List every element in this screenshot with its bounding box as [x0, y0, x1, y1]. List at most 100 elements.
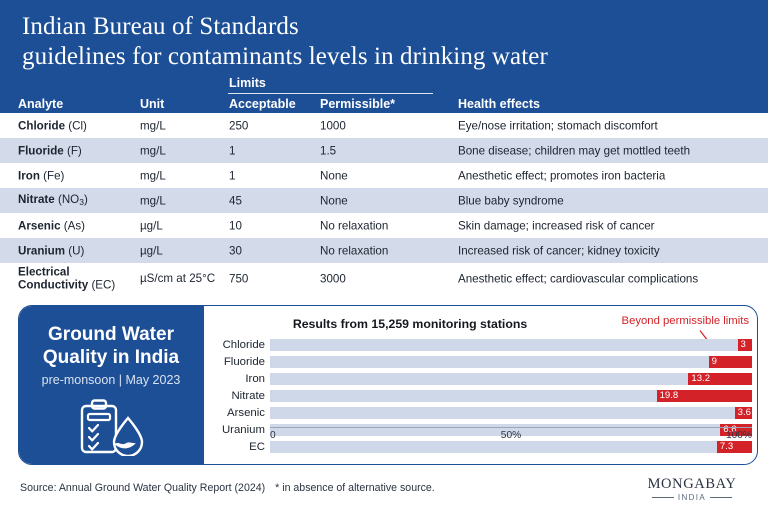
bar-row: EC 7.3	[205, 439, 757, 455]
bar-value: 7.3	[716, 441, 752, 453]
bar-row: Fluoride 9	[205, 354, 757, 370]
cell-unit: mg/L	[140, 194, 166, 207]
logo-sub-wrap: INDIA	[636, 493, 748, 502]
cell-permissible: 3000	[320, 272, 346, 286]
cell-permissible: 1000	[320, 119, 346, 132]
cell-analyte: Uranium (U)	[18, 244, 85, 257]
table-row: Iron (Fe) mg/L 1 None Anesthetic effect; pro…	[0, 163, 768, 188]
cell-unit: µg/L	[140, 219, 163, 232]
card-title: Ground Water Quality in India	[42, 324, 180, 368]
title-line-2: guidelines for contaminants levels in dr…	[22, 43, 548, 70]
column-header-permissible: Permissible*	[320, 97, 396, 111]
bar-label: Iron	[245, 373, 265, 385]
cell-unit: mg/L	[140, 144, 166, 157]
cell-acceptable: 10	[229, 219, 242, 232]
cell-unit: mg/L	[140, 119, 166, 132]
cell-unit: µS/cm at 25°C	[140, 271, 216, 285]
cell-analyte: Nitrate (NO3)	[18, 192, 88, 207]
cell-health-effects: Blue baby syndrome	[458, 194, 564, 207]
bar-label: Uranium	[221, 424, 265, 436]
page-title: Indian Bureau of Standards guidelines fo…	[22, 12, 722, 72]
bar-rows: Chloride 3 Fluoride 9 Iron 13.2 Nitrate 19.8 Ars…	[205, 337, 757, 456]
chart-title: Results from 15,259 monitoring stations	[292, 317, 528, 331]
axis-tick-50: 50%	[500, 430, 522, 441]
bar-value: 3.6	[734, 407, 752, 419]
bar-row: Chloride 3	[205, 337, 757, 353]
bar-row: Arsenic 3.6	[205, 405, 757, 421]
logo-region-label: INDIA	[677, 493, 707, 502]
bar-track: 13.2	[270, 373, 752, 385]
axis-tick-0: 0	[270, 430, 276, 441]
table-row: Chloride (Cl) mg/L 250 1000 Eye/nose irritat…	[0, 113, 768, 138]
cell-analyte: Fluoride (F)	[18, 144, 82, 157]
cell-permissible: No relaxation	[320, 219, 389, 232]
footnote-text: * in absence of alternative source.	[275, 482, 435, 494]
bar-value: 19.8	[656, 390, 752, 402]
header-band: Indian Bureau of Standards guidelines fo…	[0, 0, 768, 113]
table-row: Nitrate (NO3) mg/L 45 None Blue baby syndrom…	[0, 188, 768, 213]
cell-acceptable: 30	[229, 244, 242, 257]
clipboard-water-drop-icon	[80, 399, 144, 456]
cell-health-effects: Increased risk of cancer; kidney toxicit…	[458, 244, 660, 257]
table-header-row: Analyte Unit Acceptable Permissible* Hea…	[0, 97, 768, 113]
cell-acceptable: 250	[229, 119, 249, 132]
cell-unit: µg/L	[140, 244, 163, 257]
column-header-unit: Unit	[140, 97, 165, 111]
cell-unit: mg/L	[140, 169, 166, 182]
bar-value: 3	[737, 339, 752, 351]
bar-label: Arsenic	[227, 407, 265, 419]
cell-acceptable: 1	[229, 144, 236, 157]
cell-acceptable: 750	[229, 272, 249, 286]
cell-analyte: Electrical Conductivity (EC)	[18, 265, 116, 291]
column-header-health-effects: Health effects	[458, 97, 540, 111]
table-row: Fluoride (F) mg/L 1 1.5 Bone disease; childr…	[0, 138, 768, 163]
table-group-header-limits: Limits	[229, 76, 266, 90]
axis-line	[270, 427, 752, 428]
results-chart: Results from 15,259 monitoring stations …	[205, 306, 757, 464]
card-subtitle: pre-monsoon | May 2023	[41, 373, 181, 387]
table-row: Uranium (U) µg/L 30 No relaxation Increased …	[0, 238, 768, 263]
mongabay-india-logo: MONGABAY INDIA	[636, 476, 748, 502]
bar-label: EC	[249, 441, 265, 453]
logo-rule-right	[710, 497, 733, 498]
chart-x-axis: 0 50% 100%	[270, 427, 752, 457]
bar-row: Nitrate 19.8	[205, 388, 757, 404]
bar-label: Fluoride	[223, 356, 265, 368]
bar-row: Uranium 6.6	[205, 422, 757, 438]
cell-acceptable: 45	[229, 194, 242, 207]
bar-label: Chloride	[222, 339, 265, 351]
bar-track: 9	[270, 356, 752, 368]
card-left-panel: Ground Water Quality in India pre-monsoo…	[19, 306, 204, 464]
column-header-acceptable: Acceptable	[229, 97, 296, 111]
cell-acceptable: 1	[229, 169, 236, 182]
bar-row: Iron 13.2	[205, 371, 757, 387]
cell-permissible: None	[320, 169, 348, 182]
chart-annotation: Beyond permissible limits	[621, 315, 749, 327]
bar-track: 7.3	[270, 441, 752, 453]
bar-track: 19.8	[270, 390, 752, 402]
bar-track: 3.6	[270, 407, 752, 419]
cell-analyte: Iron (Fe)	[18, 169, 65, 182]
cell-health-effects: Skin damage; increased risk of cancer	[458, 219, 655, 232]
table-row: Electrical Conductivity (EC) µS/cm at 25°…	[0, 263, 768, 295]
cell-analyte: Arsenic (As)	[18, 219, 86, 232]
cell-health-effects: Eye/nose irritation; stomach discomfort	[458, 119, 658, 132]
limits-underline	[228, 93, 433, 94]
cell-permissible: 1.5	[320, 144, 337, 157]
title-line-1: Indian Bureau of Standards	[22, 13, 299, 40]
column-header-analyte: Analyte	[18, 97, 64, 111]
source-text: Source: Annual Ground Water Quality Repo…	[20, 482, 266, 494]
logo-wordmark: MONGABAY	[647, 476, 737, 492]
results-card: Ground Water Quality in India pre-monsoo…	[18, 305, 758, 465]
bar-value: 9	[708, 356, 752, 368]
logo-rule-left	[651, 497, 674, 498]
axis-tick-100: 100%	[725, 430, 752, 441]
cell-analyte: Chloride (Cl)	[18, 119, 87, 132]
source-note: Source: Annual Ground Water Quality Repo…	[20, 482, 435, 494]
bar-track: 3	[270, 339, 752, 351]
cell-permissible: None	[320, 194, 348, 207]
cell-health-effects: Anesthetic effect; cardiovascular compli…	[458, 272, 699, 286]
bar-label: Nitrate	[231, 390, 265, 402]
bar-value: 13.2	[688, 373, 752, 385]
